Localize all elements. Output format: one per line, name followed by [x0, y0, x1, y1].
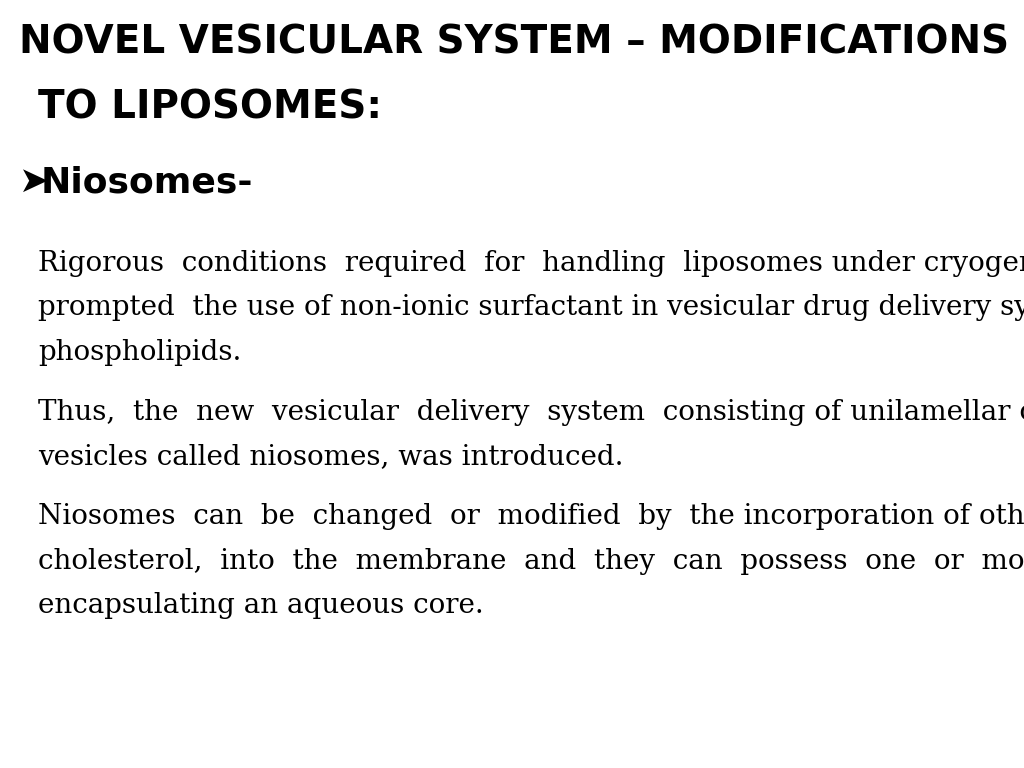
Text: phospholipids.: phospholipids. — [39, 339, 242, 366]
Text: cholesterol,  into  the  membrane  and  they  can  possess  one  or  more lipid : cholesterol, into the membrane and they … — [39, 548, 1024, 574]
Text: NOVEL VESICULAR SYSTEM – MODIFICATIONS: NOVEL VESICULAR SYSTEM – MODIFICATIONS — [19, 23, 1010, 61]
Text: prompted  the use of non-ionic surfactant in vesicular drug delivery system, in : prompted the use of non-ionic surfactant… — [39, 294, 1024, 321]
Text: Niosomes  can  be  changed  or  modified  by  the incorporation of other excipie: Niosomes can be changed or modified by t… — [39, 503, 1024, 530]
Text: Thus,  the  new  vesicular  delivery  system  consisting of unilamellar or multi: Thus, the new vesicular delivery system … — [39, 399, 1024, 425]
Text: vesicles called niosomes, was introduced.: vesicles called niosomes, was introduced… — [39, 443, 624, 470]
Text: encapsulating an aqueous core.: encapsulating an aqueous core. — [39, 592, 484, 619]
Text: TO LIPOSOMES:: TO LIPOSOMES: — [39, 88, 382, 126]
Text: Niosomes-: Niosomes- — [41, 165, 253, 199]
Text: ➤: ➤ — [19, 165, 62, 199]
Text: Rigorous  conditions  required  for  handling  liposomes under cryogenic atmosph: Rigorous conditions required for handlin… — [39, 250, 1024, 276]
